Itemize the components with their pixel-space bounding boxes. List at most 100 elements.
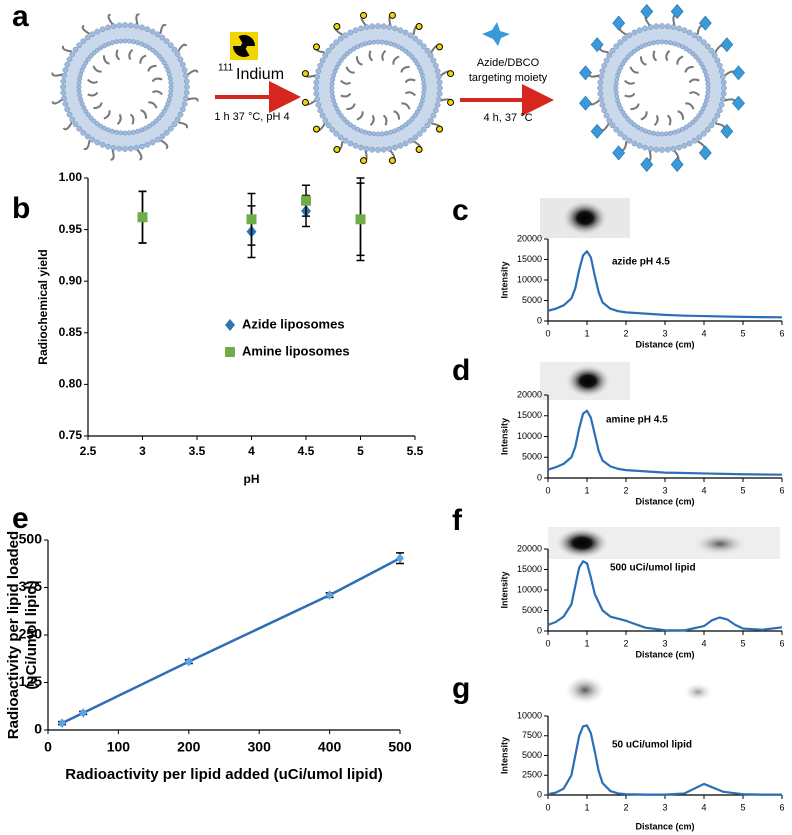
- lipid-head: [375, 131, 381, 137]
- peg-chain: [382, 114, 388, 126]
- x-tick-label: 0: [44, 739, 52, 755]
- y-tick-label: 7500: [522, 730, 542, 740]
- y-tick-label: 0: [34, 721, 42, 737]
- lipid-head: [613, 89, 619, 95]
- lipid-head: [639, 126, 644, 132]
- lipid-head: [626, 137, 633, 144]
- lipid-head: [655, 131, 661, 137]
- lipid-head: [325, 47, 332, 54]
- lipid-head: [168, 84, 174, 90]
- x-tick-label: 1: [584, 328, 589, 338]
- marker: [58, 718, 67, 728]
- lipid-head: [156, 115, 162, 121]
- peg-chain: [688, 91, 700, 97]
- lipid-head: [174, 116, 181, 123]
- lipid-head: [94, 139, 101, 146]
- lipid-head: [183, 95, 189, 102]
- lipid-head: [613, 81, 619, 87]
- x-tick-label: 5: [740, 638, 745, 648]
- peg-chain: [159, 23, 167, 34]
- y-axis-title: Intensity: [499, 261, 509, 298]
- lipid-head: [388, 41, 394, 47]
- lipid-head: [622, 113, 628, 119]
- x-axis-title: Radioactivity per lipid added (uCi/umol …: [65, 766, 383, 783]
- x-axis-title: Distance (cm): [635, 821, 694, 831]
- legend-label: Amine liposomes: [242, 343, 350, 358]
- y-tick-label: 0.95: [59, 222, 83, 236]
- lipid-head: [664, 23, 671, 30]
- lipid-head: [133, 145, 140, 151]
- x-tick-label: 4: [248, 444, 255, 458]
- lipid-head: [653, 146, 660, 153]
- lipid-head: [62, 101, 69, 107]
- lipid-head: [424, 122, 431, 129]
- lipid-head: [379, 131, 385, 137]
- lipid-head: [336, 109, 342, 115]
- lipid-head: [646, 129, 652, 135]
- lipid-head: [78, 97, 84, 103]
- lipid-head: [720, 90, 727, 97]
- lipid-head: [664, 146, 671, 153]
- lipid-head: [69, 51, 76, 58]
- lipid-head: [690, 51, 696, 57]
- lipid-head: [617, 39, 624, 46]
- lipid-head: [597, 79, 604, 86]
- legend-label: Azide liposomes: [242, 316, 345, 331]
- lipid-head: [177, 56, 184, 63]
- lipid-head: [61, 72, 67, 79]
- lipid-head: [708, 47, 715, 54]
- lipid-head: [416, 106, 422, 111]
- lipid-head: [317, 62, 324, 69]
- lipid-head: [126, 130, 132, 136]
- lipid-head: [351, 124, 357, 130]
- x-tick-label: 200: [177, 739, 201, 755]
- lipid-head: [319, 57, 326, 64]
- lipid-head: [396, 44, 401, 50]
- y-tick-label: 15000: [517, 564, 542, 574]
- bilayer: [601, 27, 723, 149]
- x-tick-label: 3: [139, 444, 146, 458]
- lipid-head: [601, 107, 608, 114]
- lipid-head: [98, 45, 104, 51]
- lipid-head: [403, 122, 409, 128]
- indium-label: [436, 125, 444, 133]
- lipid-head: [614, 77, 620, 82]
- x-axis-title: pH: [244, 472, 260, 486]
- lipid-head: [315, 68, 322, 74]
- lipid-head: [718, 102, 725, 108]
- y-tick-label: 250: [19, 626, 43, 642]
- peg-chain: [148, 101, 158, 109]
- lipid-head: [156, 53, 162, 59]
- line: [547, 724, 782, 796]
- lipid-head: [384, 130, 389, 136]
- x-tick-label: 100: [107, 739, 131, 755]
- targeting-moiety: [698, 145, 712, 161]
- indium-label: [333, 22, 341, 30]
- marker: [137, 212, 148, 223]
- y-axis-title: Intensity: [499, 418, 509, 455]
- lipid-head: [597, 90, 604, 97]
- lipid-head: [110, 145, 117, 151]
- chart: b 0.75 0.80 0.85 0.90 0.95 1.00 2.5 3 3.5 4 4.5 5 5.5…: [12, 170, 424, 486]
- targeting-moiety: [720, 37, 734, 53]
- lipid-head: [174, 51, 181, 58]
- lipid-head: [72, 121, 79, 128]
- x-tick-label: 0: [545, 638, 550, 648]
- y-axis-title: Intensity: [499, 571, 509, 608]
- peg-chain: [140, 109, 148, 119]
- x-tick-label: 6: [779, 328, 784, 338]
- lipid-head: [171, 46, 178, 53]
- targeting-moiety: [612, 15, 626, 31]
- peg-chain: [684, 65, 694, 73]
- peg-chain: [677, 110, 685, 120]
- lipid-head: [85, 56, 91, 62]
- peg-chain: [178, 121, 189, 129]
- lipid-head: [341, 54, 347, 60]
- y-tick-label: 0.85: [59, 325, 83, 339]
- lipid-head: [109, 40, 115, 46]
- lipid-head: [149, 28, 156, 35]
- indium-label: [415, 146, 423, 154]
- lipid-head: [159, 133, 166, 140]
- lipid-head: [615, 72, 621, 78]
- lipid-head: [146, 123, 152, 129]
